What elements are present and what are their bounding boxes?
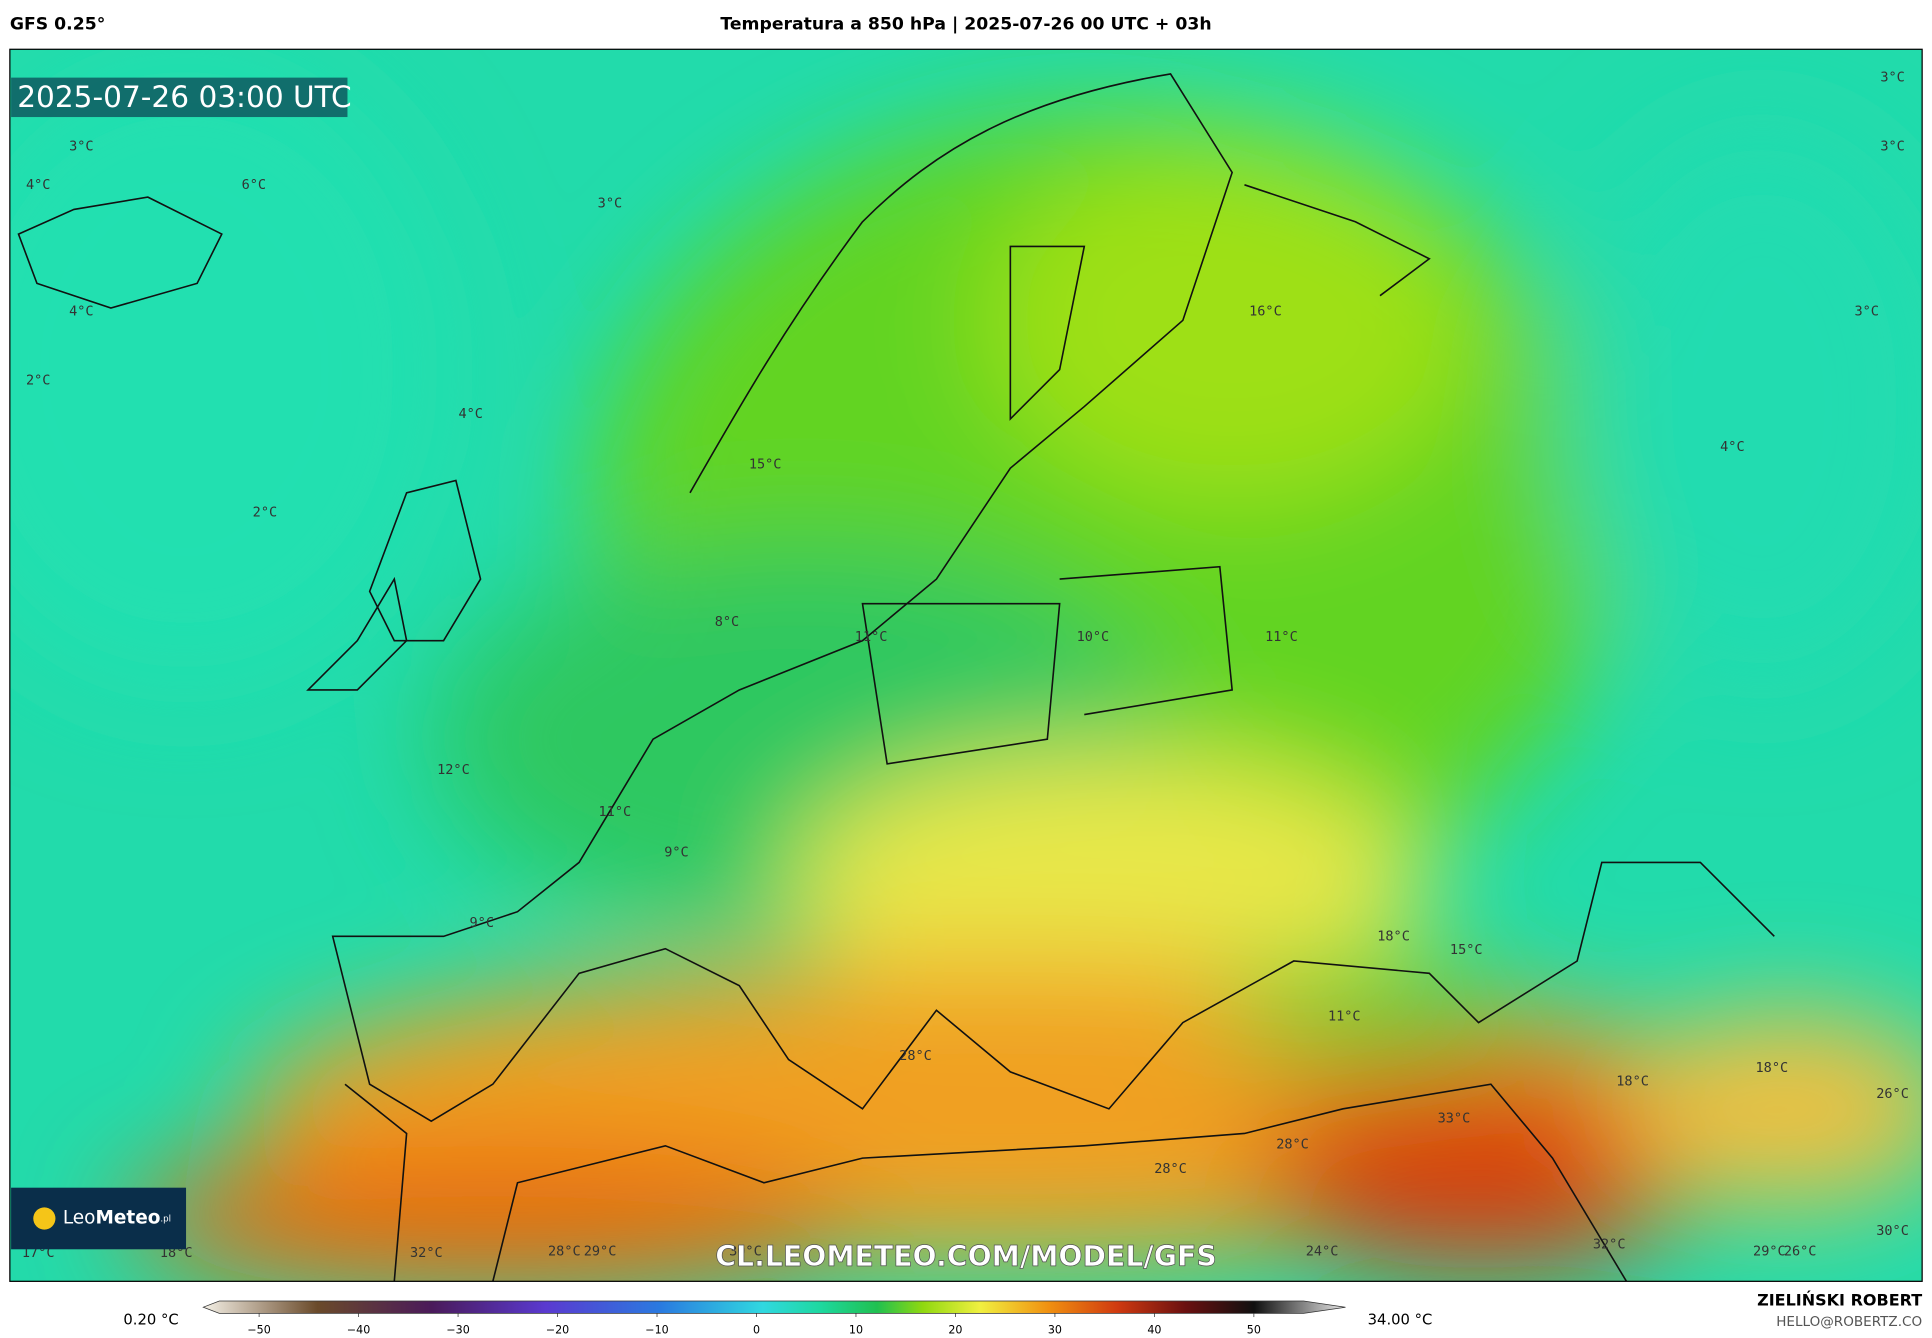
temperature-label: 3°C	[1854, 304, 1878, 320]
temperature-label: 18°C	[1616, 1074, 1649, 1090]
temperature-label: 15°C	[749, 456, 782, 472]
temperature-label: 4°C	[26, 177, 50, 193]
colorbar-tick-label: −10	[645, 1324, 668, 1337]
temperature-label: 8°C	[715, 614, 739, 630]
temperature-label: 28°C	[899, 1048, 932, 1064]
colorbar-max: 34.00 °C	[1368, 1312, 1433, 1329]
colorbar-tick-label: 50	[1247, 1324, 1261, 1337]
temperature-label: 18°C	[1377, 928, 1410, 944]
temperature-field	[9, 49, 1923, 1282]
colorbar-tick-label: 20	[948, 1324, 962, 1337]
logo-brand: Leo	[63, 1207, 96, 1228]
temperature-label: 6°C	[242, 177, 266, 193]
author: ZIELIŃSKI ROBERT	[1757, 1291, 1922, 1310]
temperature-label: 3°C	[1880, 139, 1904, 155]
logo: LeoMeteo.pl	[63, 1207, 171, 1228]
temperature-label: 3°C	[69, 139, 93, 155]
temperature-label: 30°C	[1876, 1223, 1909, 1239]
temperature-label: 11°C	[1328, 1008, 1361, 1024]
model-name: GFS 0.25°	[10, 15, 105, 35]
temperature-label: 10°C	[1077, 629, 1110, 645]
temperature-label: 28°C	[1276, 1137, 1309, 1153]
logo-brand-bold: Meteo	[95, 1207, 160, 1228]
timestamp-box	[11, 77, 348, 118]
temperature-label: 24°C	[1306, 1244, 1339, 1260]
colorbar-tick-label: −40	[347, 1324, 370, 1337]
temperature-label: 11°C	[855, 629, 888, 645]
contact: HELLO@ROBERTZ.CO	[1776, 1314, 1922, 1330]
temperature-label: 32°C	[410, 1245, 443, 1261]
timestamp: 2025-07-26 03:00 UTC	[17, 80, 351, 114]
colorbar-tick-label: −30	[446, 1324, 469, 1337]
temperature-label: 16°C	[1249, 304, 1282, 320]
temperature-label: 29°C	[584, 1244, 617, 1260]
temperature-label: 4°C	[69, 304, 93, 320]
temperature-label: 2°C	[26, 373, 50, 389]
colorbar: 0.20 °C 34.00 °C −50 −40 −30 −20 −10 0 10 20 30 4…	[123, 1300, 1433, 1337]
temperature-label: 11°C	[1265, 629, 1298, 645]
temperature-label: 26°C	[1876, 1086, 1909, 1102]
temperature-label: 4°C	[1720, 439, 1744, 455]
colorbar-tick-label: 40	[1147, 1324, 1161, 1337]
map-title: Temperatura a 850 hPa | 2025-07-26 00 UT…	[720, 15, 1211, 35]
temperature-label: 2°C	[253, 505, 277, 521]
logo-suffix: .pl	[160, 1214, 171, 1224]
temperature-label: 9°C	[664, 845, 688, 861]
temperature-label: 29°C	[1753, 1244, 1786, 1260]
logo-sun	[33, 1207, 56, 1230]
watermark: CL.LEOMETEO.COM/MODEL/GFS	[715, 1240, 1216, 1273]
map: 3°C 4°C 6°C 3°C 4°C 2°C 4°C 2°C 15°C 16°C 3°C 3°C 3°…	[9, 49, 1923, 1282]
temperature-label: 9°C	[470, 915, 494, 931]
coastlines	[17, 73, 1775, 1282]
temperature-label: 28°C	[1154, 1161, 1187, 1177]
temperature-label: 3°C	[1880, 70, 1904, 86]
temperature-label: 3°C	[598, 195, 622, 211]
temperature-label: 33°C	[1438, 1111, 1471, 1127]
temperature-label: 12°C	[437, 762, 470, 778]
temperature-label: 15°C	[1450, 942, 1483, 958]
temperature-label: 32°C	[1593, 1236, 1626, 1252]
temperature-label: 11°C	[599, 804, 632, 820]
temperature-label: 26°C	[1784, 1244, 1817, 1260]
colorbar-tick-label: 0	[753, 1324, 760, 1337]
map-frame	[9, 48, 1923, 1282]
temperature-labels: 3°C 4°C 6°C 3°C 4°C 2°C 4°C 2°C 15°C 16°C 3°C 3°C 3°…	[22, 70, 1909, 1261]
temperature-label: 28°C	[548, 1244, 581, 1260]
colorbar-tick-label: −50	[247, 1324, 270, 1337]
colorbar-tick-label: 10	[849, 1324, 863, 1337]
colorbar-min: 0.20 °C	[123, 1312, 178, 1329]
colorbar-tick-label: 30	[1048, 1324, 1062, 1337]
temperature-label: 4°C	[458, 406, 482, 422]
temperature-label: 18°C	[1756, 1060, 1789, 1076]
colorbar-bar	[202, 1300, 1346, 1314]
temperature-label: 30°C	[729, 1244, 762, 1260]
colorbar-tick-label: −20	[546, 1324, 569, 1337]
